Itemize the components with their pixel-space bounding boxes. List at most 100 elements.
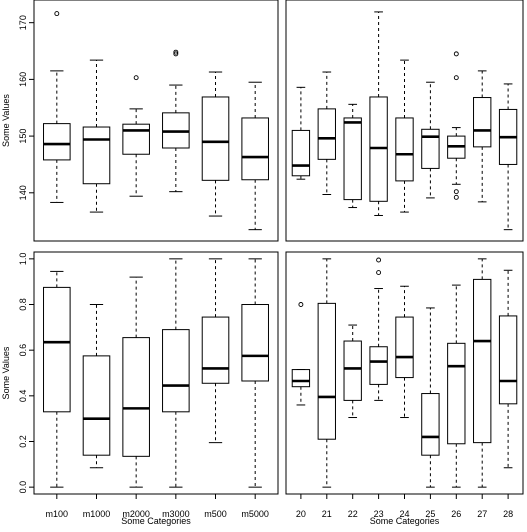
outlier-point: [133, 75, 139, 81]
box-iqr: [82, 126, 111, 185]
x-tick-label: m100: [46, 509, 69, 519]
box-m5000: [241, 258, 269, 488]
x-tick-label: 22: [348, 509, 358, 519]
x-tick-label: 23: [374, 509, 384, 519]
panel-bottom-right: 20 21 22 23 24 25 26 27 28 Some Categories: [285, 251, 524, 526]
box-iqr: [317, 108, 336, 160]
box-m2000: [122, 75, 150, 197]
box-iqr: [43, 123, 71, 161]
outlier-point: [173, 51, 179, 57]
x-tick-label: 21: [322, 509, 332, 519]
box-m500: [201, 71, 230, 217]
box-26: [447, 284, 466, 488]
box-m5000: [241, 81, 269, 231]
y-tick-label: 0.8: [18, 298, 28, 311]
x-tick-label: m5000: [241, 509, 269, 519]
box-iqr: [369, 346, 388, 385]
box-m100: [43, 270, 71, 488]
box-iqr: [317, 302, 336, 440]
x-tick-label: 28: [503, 509, 513, 519]
y-tick-label: 160: [18, 72, 28, 87]
box-iqr: [241, 304, 269, 382]
x-tick-label: 20: [296, 509, 306, 519]
box-iqr: [201, 96, 230, 181]
y-tick-label: 0.6: [18, 344, 28, 357]
box-25: [421, 81, 440, 199]
box-iqr: [343, 117, 362, 201]
x-tick-label: m2000: [122, 509, 150, 519]
outlier-point: [453, 51, 459, 57]
box-iqr: [473, 278, 492, 444]
x-axis-label: Some Categories: [370, 516, 440, 526]
box-21: [317, 258, 336, 488]
x-tick-label: m1000: [83, 509, 111, 519]
box-iqr: [473, 97, 492, 148]
box-20: [291, 302, 311, 406]
box-iqr: [122, 337, 150, 457]
outlier-point: [453, 189, 459, 195]
x-axis-label: Some Categories: [121, 516, 191, 526]
box-m500: [201, 258, 230, 444]
x-tick-label: 24: [399, 509, 409, 519]
panel-top-left: 140 150 160 170 Some Values: [1, 0, 279, 242]
box-m1000: [82, 304, 111, 469]
box-m2000: [122, 276, 150, 488]
box-23: [369, 257, 388, 401]
x-tick-label: 25: [425, 509, 435, 519]
box-iqr: [343, 340, 362, 401]
box-iqr: [421, 128, 440, 169]
outlier-point: [453, 194, 459, 200]
outlier-point: [376, 257, 382, 263]
plot-frame: [33, 251, 279, 495]
x-tick-label: m500: [204, 509, 227, 519]
box-iqr: [395, 117, 414, 182]
box-25: [421, 307, 440, 488]
outlier-point: [54, 11, 60, 17]
box-m100: [43, 11, 71, 203]
box-27: [473, 258, 492, 488]
box-iqr: [291, 129, 311, 177]
outlier-point: [453, 75, 459, 81]
box-m3000: [162, 49, 190, 193]
box-20: [291, 86, 311, 180]
box-iqr: [82, 355, 111, 456]
y-tick-label: 170: [18, 15, 28, 30]
box-iqr: [421, 393, 440, 456]
box-iqr: [291, 369, 311, 388]
y-tick-label: 140: [18, 185, 28, 200]
y-tick-label: 0.4: [18, 390, 28, 403]
box-27: [473, 70, 492, 203]
y-tick-label: 150: [18, 129, 28, 144]
outlier-point: [298, 302, 304, 307]
outlier-point: [376, 270, 382, 275]
x-tick-label: 26: [451, 509, 461, 519]
box-m1000: [82, 59, 111, 213]
box-24: [395, 59, 414, 213]
box-iqr: [201, 316, 230, 384]
box-iqr: [122, 123, 150, 155]
panel-bottom-left: 0.0 0.2 0.4 0.6 0.8 1.0 Some Values m100 m1000 m2…: [1, 251, 279, 526]
x-tick-label: m3000: [162, 509, 190, 519]
y-tick-label: 0.0: [18, 481, 28, 494]
box-iqr: [43, 286, 71, 413]
box-28: [498, 269, 518, 469]
box-iqr: [498, 315, 518, 405]
x-tick-label: 27: [477, 509, 487, 519]
plot-frame: [285, 0, 524, 242]
box-iqr: [395, 316, 414, 379]
box-24: [395, 285, 414, 419]
y-axis-label: Some Values: [1, 94, 11, 147]
box-23: [369, 11, 388, 216]
box-iqr: [162, 329, 190, 413]
box-22: [343, 324, 362, 419]
box-m3000: [162, 258, 190, 488]
box-22: [343, 103, 362, 209]
panel-top-right: [285, 0, 524, 242]
y-tick-label: 1.0: [18, 253, 28, 266]
plot-frame: [33, 0, 279, 242]
y-tick-label: 0.2: [18, 435, 28, 448]
outlier-point: [173, 49, 179, 55]
box-iqr: [241, 117, 269, 181]
box-28: [498, 83, 518, 231]
